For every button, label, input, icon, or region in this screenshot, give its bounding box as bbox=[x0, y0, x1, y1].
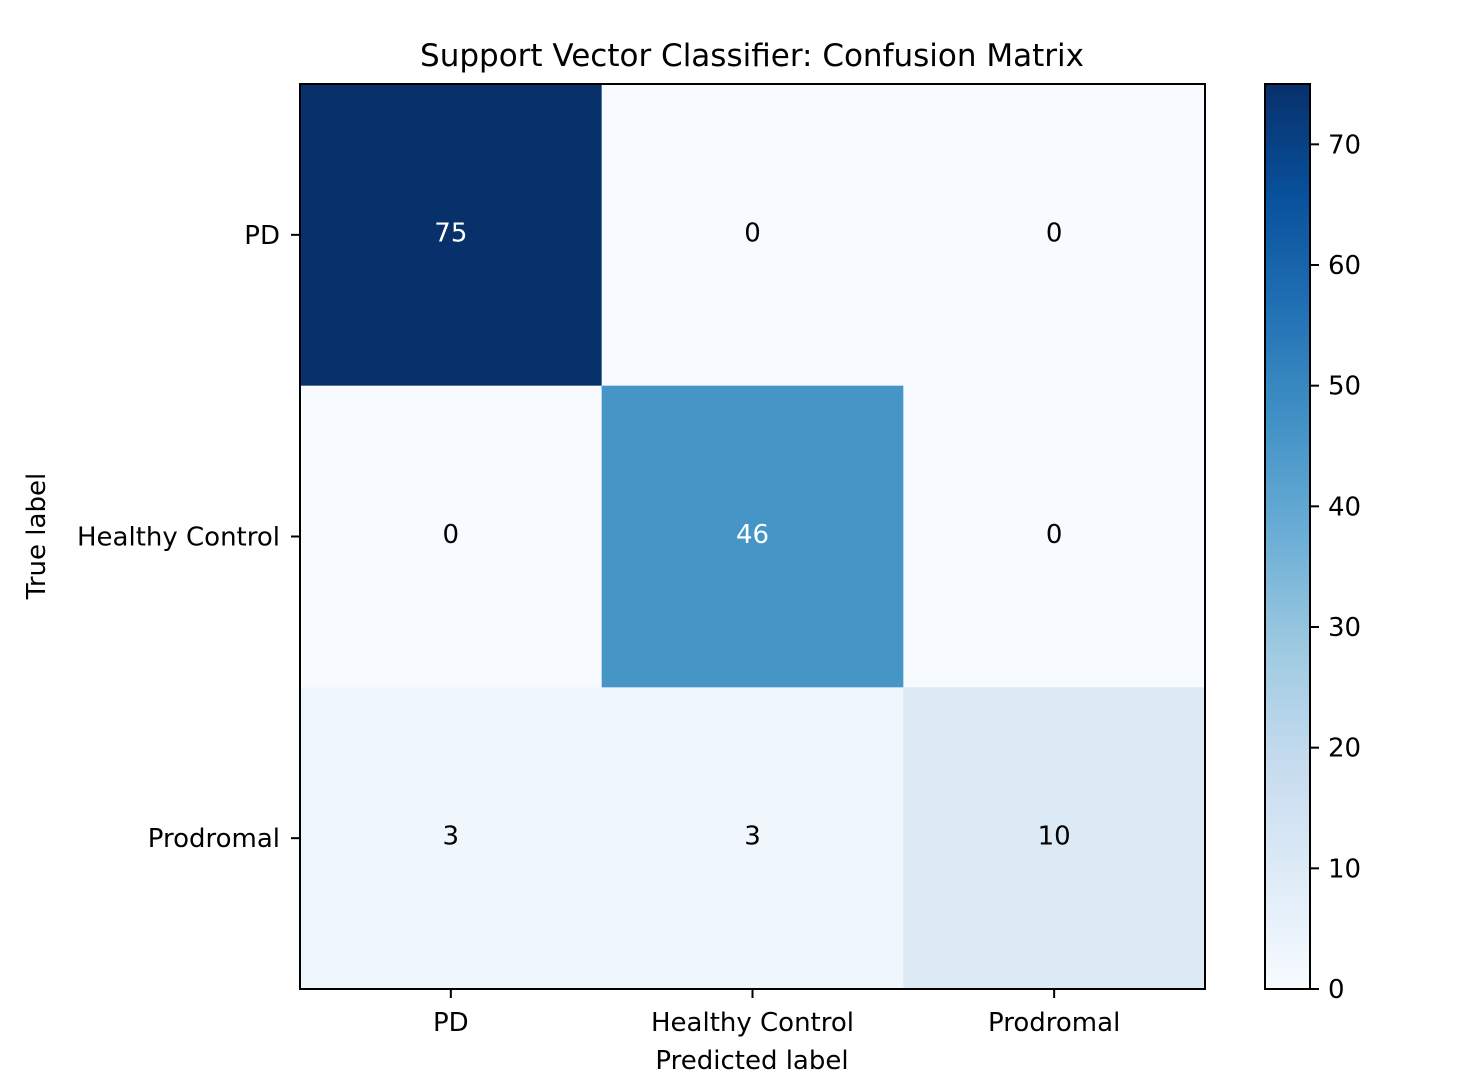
y-tick-label: Healthy Control bbox=[77, 523, 280, 553]
x-tick-label: Healthy Control bbox=[651, 1008, 854, 1038]
matrix-cell bbox=[601, 84, 904, 387]
y-tick-label: PD bbox=[244, 221, 280, 251]
matrix-cell bbox=[903, 687, 1206, 990]
cell-value-label: 46 bbox=[736, 520, 769, 550]
matrix-cell bbox=[300, 84, 603, 387]
colorbar-ticks: 0 10 20 30 40 50 60 70 bbox=[1310, 130, 1361, 1005]
cell-value-label: 3 bbox=[443, 822, 460, 852]
matrix-cell bbox=[300, 385, 603, 688]
colorbar-tick-label: 60 bbox=[1328, 251, 1361, 281]
cell-value-label: 0 bbox=[744, 218, 761, 248]
cell-value-label: 0 bbox=[1046, 218, 1063, 248]
x-axis-ticks: PD Healthy Control Prodromal bbox=[433, 989, 1120, 1038]
matrix-cell bbox=[601, 687, 904, 990]
cell-value-label: 3 bbox=[744, 822, 761, 852]
colorbar-tick-label: 0 bbox=[1328, 975, 1345, 1005]
x-tick-label: PD bbox=[433, 1008, 469, 1038]
colorbar-tick-label: 10 bbox=[1328, 854, 1361, 884]
y-axis-label: True label bbox=[22, 473, 52, 600]
y-axis-ticks: PD Healthy Control Prodromal bbox=[77, 221, 300, 854]
matrix-cell bbox=[601, 385, 904, 688]
x-axis-label: Predicted label bbox=[655, 1046, 848, 1076]
colorbar-tick-label: 20 bbox=[1328, 734, 1361, 764]
colorbar bbox=[1264, 83, 1311, 990]
cell-value-label: 0 bbox=[443, 520, 460, 550]
matrix-cell bbox=[300, 687, 603, 990]
matrix-cells bbox=[300, 84, 1206, 990]
matrix-cell bbox=[903, 385, 1206, 688]
matrix-cell bbox=[903, 84, 1206, 387]
cell-value-labels: 75 0 0 0 46 0 3 3 10 bbox=[434, 218, 1070, 851]
colorbar-tick-label: 50 bbox=[1328, 372, 1361, 402]
x-tick-label: Prodromal bbox=[988, 1008, 1120, 1038]
cell-value-label: 10 bbox=[1038, 822, 1071, 852]
chart-title: Support Vector Classifier: Confusion Mat… bbox=[420, 38, 1084, 74]
cell-value-label: 75 bbox=[434, 218, 467, 248]
cell-value-label: 0 bbox=[1046, 520, 1063, 550]
colorbar-tick-label: 70 bbox=[1328, 130, 1361, 160]
colorbar-tick-label: 30 bbox=[1328, 613, 1361, 643]
y-tick-label: Prodromal bbox=[148, 824, 280, 854]
colorbar-tick-label: 40 bbox=[1328, 492, 1361, 522]
